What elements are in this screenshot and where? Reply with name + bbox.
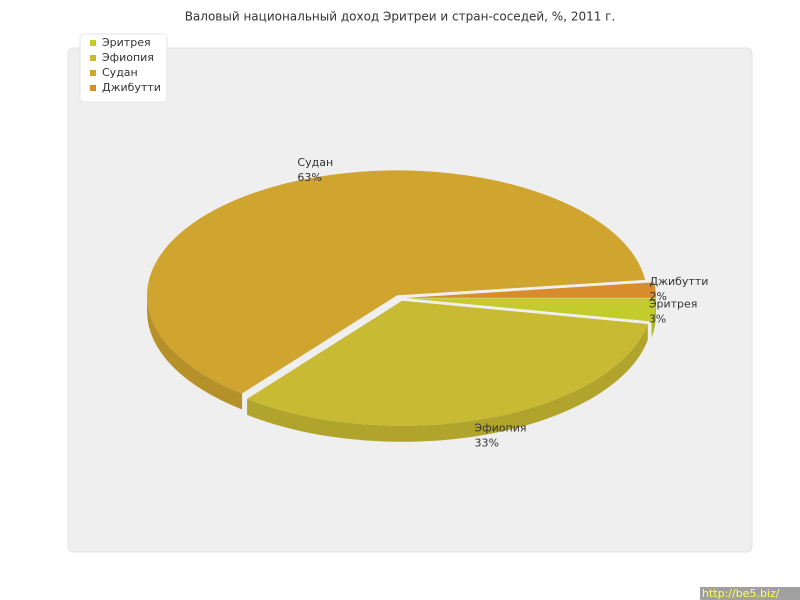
slice <box>147 170 646 394</box>
plot-area <box>67 47 753 553</box>
slice-label: Эритрея <box>649 298 698 311</box>
watermark: http://be5.biz/ <box>702 587 780 600</box>
slice-value-label: 63% <box>297 171 321 184</box>
legend <box>79 33 168 103</box>
legend-label: Судан <box>102 66 138 79</box>
legend-label: Эритрея <box>102 36 151 49</box>
legend-swatch <box>90 40 96 46</box>
slice-side <box>247 324 648 442</box>
slice <box>247 300 648 426</box>
slice <box>405 282 656 298</box>
slice-value-label: 2% <box>649 290 666 303</box>
watermark-bg <box>700 587 800 600</box>
slice-label: Эфиопия <box>475 422 527 435</box>
slice-value-label: 33% <box>475 437 499 450</box>
slice-label: Судан <box>297 156 333 169</box>
legend-label: Эфиопия <box>102 51 154 64</box>
slice-value-label: 3% <box>649 313 666 326</box>
slice-label: Джибутти <box>649 275 708 288</box>
slice-side <box>651 298 656 338</box>
chart-title: Валовый национальный доход Эритреи и стр… <box>185 10 616 24</box>
slice <box>405 298 656 322</box>
slice-side <box>147 295 243 410</box>
legend-swatch <box>90 85 96 91</box>
legend-label: Джибутти <box>102 81 161 94</box>
legend-swatch <box>90 70 96 76</box>
legend-swatch <box>90 55 96 61</box>
